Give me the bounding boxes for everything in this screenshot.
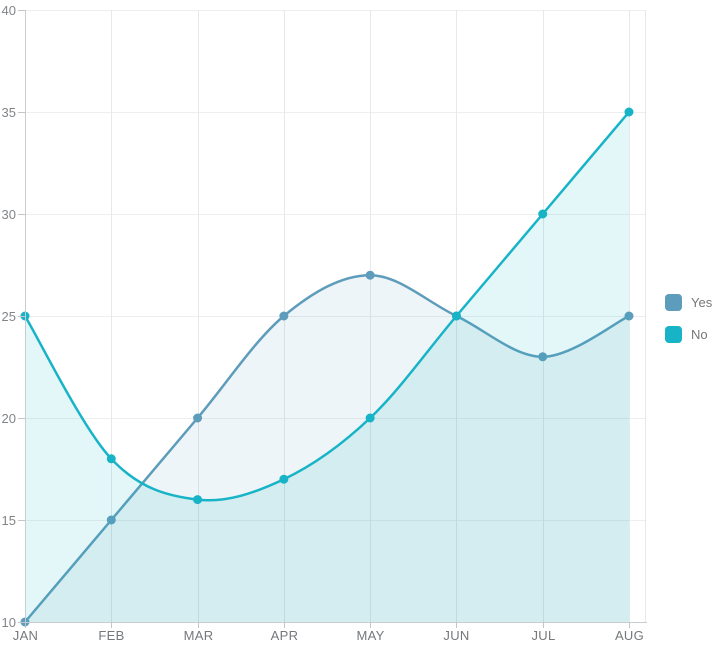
x-axis-label: JAN xyxy=(13,628,38,643)
x-axis-label: MAY xyxy=(356,628,384,643)
x-axis-label: JUL xyxy=(531,628,555,643)
y-axis-label: 40 xyxy=(2,3,16,18)
legend-label: Yes xyxy=(691,295,713,310)
series-no-point-feb[interactable] xyxy=(106,454,116,464)
x-axis-label: FEB xyxy=(98,628,124,643)
series-no-area xyxy=(25,112,629,622)
series-no-point-jul[interactable] xyxy=(538,209,548,219)
series-yes-point-feb[interactable] xyxy=(106,515,116,525)
y-axis-label: 25 xyxy=(2,309,16,324)
legend-swatch-icon xyxy=(665,326,682,343)
series-yes-point-aug[interactable] xyxy=(624,311,634,321)
series-no-point-may[interactable] xyxy=(365,413,375,423)
y-axis-label: 20 xyxy=(2,411,16,426)
series-yes-point-may[interactable] xyxy=(365,270,375,280)
series-no-point-jun[interactable] xyxy=(451,311,461,321)
series-yes-point-jul[interactable] xyxy=(538,352,548,362)
series-no-point-aug[interactable] xyxy=(624,107,634,117)
legend-label: No xyxy=(691,327,708,342)
x-axis-label: JUN xyxy=(443,628,469,643)
y-axis-label: 15 xyxy=(2,513,16,528)
legend-swatch-icon xyxy=(665,294,682,311)
x-axis-label: AUG xyxy=(615,628,644,643)
legend-item-yes[interactable]: Yes xyxy=(665,294,712,311)
y-axis-label: 30 xyxy=(2,207,16,222)
series-yes-area xyxy=(25,275,629,622)
series-no-point-apr[interactable] xyxy=(279,474,289,484)
legend-item-no[interactable]: No xyxy=(665,326,712,343)
x-axis-label: APR xyxy=(271,628,299,643)
y-axis-label: 10 xyxy=(2,615,16,630)
chart-legend: Yes No xyxy=(665,294,712,343)
series-no-point-mar[interactable] xyxy=(193,495,203,505)
series-yes-point-apr[interactable] xyxy=(279,311,289,321)
x-axis-label: MAR xyxy=(184,628,214,643)
series-yes-point-mar[interactable] xyxy=(193,413,203,423)
y-axis-label: 35 xyxy=(2,105,16,120)
